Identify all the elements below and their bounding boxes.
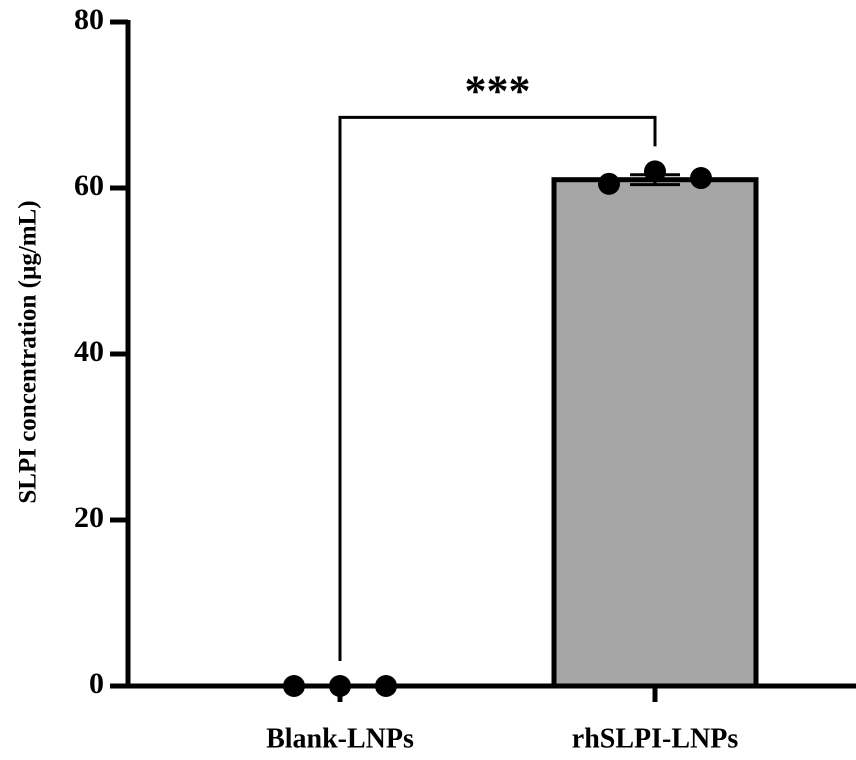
bar	[554, 180, 756, 686]
y-tick-label: 0	[89, 667, 104, 700]
x-tick-label: Blank-LNPs	[266, 723, 414, 754]
x-tick-label: rhSLPI-LNPs	[572, 723, 739, 754]
data-point	[644, 160, 666, 182]
significance-label: ***	[465, 66, 531, 115]
y-axis-label: SLPI concentration (µg/mL)	[15, 200, 42, 503]
data-point	[598, 173, 620, 195]
y-tick-label: 20	[74, 501, 104, 534]
y-tick-label: 40	[74, 335, 104, 368]
y-tick-label: 80	[74, 3, 104, 36]
y-tick-label: 60	[74, 169, 104, 202]
data-point	[690, 167, 712, 189]
chart: SLPI concentration (µg/mL) 0 20 40 60 80 Blan…	[0, 0, 856, 760]
